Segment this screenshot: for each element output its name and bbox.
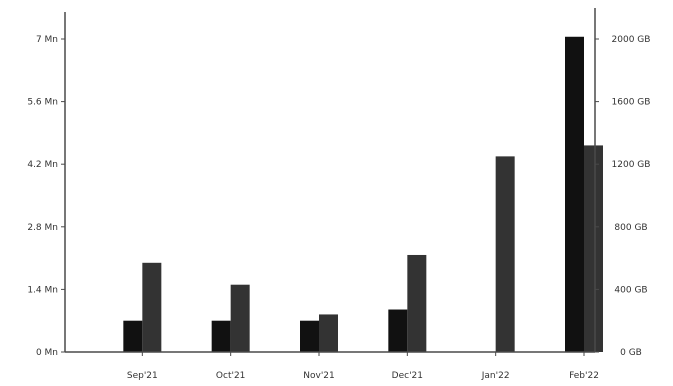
bar-right-1 [230,284,250,352]
bar-left-1 [211,320,231,352]
x-tick-label: Sep'21 [127,371,158,381]
x-tick-label: Nov'21 [303,371,335,381]
bar-right-2 [319,314,338,352]
bar-left-2 [300,320,319,352]
right-axis-ticks: 0 GB 400 GB 800 GB 1200 GB 1600 GB 2000 GB [595,35,650,358]
bar-left-5 [565,36,584,353]
bar-right-0 [142,262,162,352]
left-tick-label: 4.2 Mn [27,160,58,170]
left-tick-label: 0 Mn [36,348,58,358]
right-tick-label: 0 GB [620,348,642,358]
right-tick-label: 400 GB [614,285,647,295]
bar-right-4 [495,156,515,352]
bars-layer [123,36,603,353]
x-tick-label: Oct'21 [216,371,246,381]
left-tick-label: 2.8 Mn [27,223,58,233]
left-axis-ticks: 0 Mn 1.4 Mn 2.8 Mn 4.2 Mn 5.6 Mn 7 Mn [27,35,65,358]
bar-left-3 [388,309,408,352]
right-tick-label: 800 GB [614,223,647,233]
left-tick-label: 7 Mn [36,35,58,45]
right-tick-label: 2000 GB [612,35,651,45]
bar-right-5 [584,145,603,352]
left-tick-label: 5.6 Mn [27,98,58,108]
left-tick-label: 1.4 Mn [27,285,58,295]
right-tick-label: 1200 GB [612,160,651,170]
bar-right-3 [407,254,427,352]
x-tick-label: Feb'22 [569,371,599,381]
bar-left-0 [123,320,143,352]
x-axis-ticks: Sep'21 Oct'21 Nov'21 Dec'21 Jan'22 Feb'22 [127,352,599,381]
right-tick-label: 1600 GB [612,98,651,108]
x-tick-label: Dec'21 [392,371,423,381]
x-tick-label: Jan'22 [481,371,510,381]
